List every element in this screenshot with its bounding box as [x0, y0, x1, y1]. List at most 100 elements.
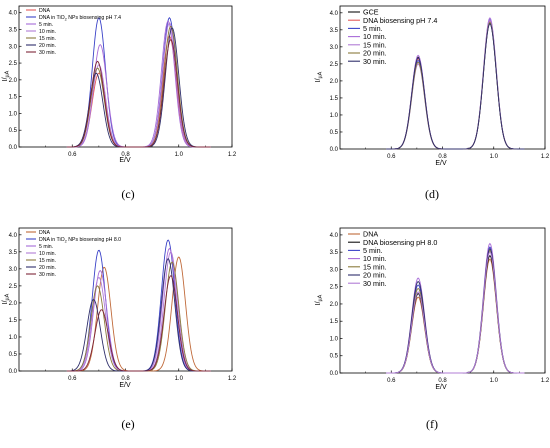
x-tick-label: 1.0	[175, 376, 184, 382]
y-tick-label: 2.0	[330, 79, 339, 85]
legend-label: 5 min.	[363, 246, 383, 255]
legend-label: 15 min.	[39, 36, 56, 42]
y-tick-label: 3.0	[9, 44, 18, 50]
legend-label: 30 min.	[39, 272, 56, 278]
legend-label: 15 min.	[363, 40, 387, 49]
y-tick-label: 1.0	[9, 335, 18, 341]
series-line	[66, 258, 211, 372]
series-line	[66, 39, 211, 148]
x-tick-label: 0.8	[438, 378, 447, 384]
x-tick-label: 1.2	[228, 376, 237, 382]
panel-label: (f)	[426, 417, 438, 431]
y-tick-label: 0.0	[9, 145, 18, 151]
y-tick-label: 1.0	[9, 111, 18, 117]
y-tick-label: 0.5	[330, 354, 339, 360]
y-tick-label: 3.0	[330, 45, 339, 51]
x-tick-label: 1.2	[541, 154, 550, 160]
chart-panel-e: 0.0 0.5 1.0 1.5 2.0 2.5 3.0 3.5 4.0 0.6 0.8 1.0 1.2 E…	[2, 227, 237, 431]
legend-label: 20 min.	[363, 271, 387, 280]
legend-label: DNA in TiO2 NPs biosensing pH 7.4	[39, 15, 121, 22]
legend-label: DNA biosensing pH 7.4	[363, 16, 437, 25]
chart-panel-c: 0.0 0.5 1.0 1.5 2.0 2.5 3.0 3.5 4.0 0.6 0.8 1.0 1.2 E…	[2, 5, 237, 201]
y-tick-label: 2.5	[9, 61, 18, 67]
y-tick-label: 2.5	[9, 284, 18, 290]
legend-label: 10 min.	[39, 251, 56, 257]
y-tick-label: 1.0	[330, 113, 339, 119]
y-axis-title: I/µA	[2, 70, 11, 81]
x-axis-title: E/V	[119, 157, 131, 164]
chart-panel-f: 0.0 0.5 1.0 1.5 2.0 2.5 3.0 3.5 4.0 0.6 0.8 1.0 1.2 E…	[315, 227, 550, 431]
legend-label: DNA biosensing pH 8.0	[363, 238, 437, 247]
legend-label: 5 min.	[363, 24, 383, 33]
series-line	[66, 25, 211, 148]
y-tick-label: 3.0	[9, 267, 18, 273]
x-tick-label: 0.8	[121, 376, 130, 382]
panel-label: (e)	[121, 417, 134, 431]
panel-label: (d)	[425, 187, 439, 201]
series-line	[66, 251, 211, 372]
legend-label: 10 min.	[363, 254, 387, 263]
x-tick-label: 1.0	[490, 378, 499, 384]
series-line	[66, 27, 211, 148]
legend-label: 10 min.	[363, 32, 387, 41]
x-tick-label: 0.6	[387, 154, 396, 160]
y-tick-label: 1.5	[9, 318, 18, 324]
y-tick-label: 0.0	[9, 369, 18, 375]
legend-label: DNA	[39, 230, 50, 236]
legend-label: DNA	[39, 8, 50, 14]
y-tick-label: 4.0	[330, 11, 339, 17]
y-tick-label: 0.0	[330, 371, 339, 377]
y-tick-label: 4.0	[330, 233, 339, 239]
y-axis-title: I/µA	[315, 71, 324, 82]
legend-label: 30 min.	[363, 279, 387, 288]
series-line	[66, 35, 211, 148]
y-tick-label: 3.0	[330, 267, 339, 273]
chart-panel-d: 0.0 0.5 1.0 1.5 2.0 2.5 3.0 3.5 4.0 0.6 0.8 1.0 1.2 E…	[315, 5, 550, 201]
legend-label: GCE	[363, 8, 379, 17]
legend-label: 5 min.	[39, 22, 53, 28]
x-tick-label: 0.6	[387, 378, 396, 384]
x-tick-label: 1.2	[228, 152, 237, 158]
y-axis-title: I/µA	[2, 293, 11, 304]
series-line	[66, 256, 211, 372]
series-line	[66, 22, 211, 148]
y-axis-title: I/µA	[315, 294, 324, 305]
y-tick-label: 2.0	[9, 301, 18, 307]
series-line	[66, 275, 211, 372]
x-axis-title: E/V	[119, 382, 131, 389]
legend-label: 20 min.	[39, 43, 56, 49]
y-tick-label: 2.0	[330, 302, 339, 308]
y-tick-label: 2.5	[330, 285, 339, 291]
legend-label: DNA	[363, 230, 378, 239]
x-tick-label: 1.0	[175, 152, 184, 158]
legend-label: 10 min.	[39, 29, 56, 35]
series-line	[66, 20, 211, 148]
y-tick-label: 0.5	[9, 128, 18, 134]
x-tick-label: 0.8	[121, 152, 130, 158]
series-line	[66, 247, 211, 372]
y-tick-label: 2.5	[330, 62, 339, 68]
legend-label: 20 min.	[39, 265, 56, 271]
y-tick-label: 3.5	[330, 250, 339, 256]
legend-label: 30 min.	[363, 57, 387, 66]
x-tick-label: 1.2	[541, 378, 550, 384]
y-tick-label: 0.0	[330, 147, 339, 153]
x-tick-label: 0.6	[68, 152, 77, 158]
y-tick-label: 1.0	[330, 336, 339, 342]
y-tick-label: 3.5	[9, 28, 18, 34]
y-tick-label: 3.5	[9, 250, 18, 256]
y-tick-label: 1.5	[330, 96, 339, 102]
x-tick-label: 0.8	[438, 154, 447, 160]
y-tick-label: 3.5	[330, 28, 339, 34]
legend-label: 5 min.	[39, 244, 53, 250]
legend-label: 15 min.	[39, 258, 56, 264]
x-tick-label: 0.6	[68, 376, 77, 382]
series-line	[386, 251, 525, 374]
y-tick-label: 1.5	[330, 319, 339, 325]
legend-label: 30 min.	[39, 50, 56, 56]
y-tick-label: 4.0	[9, 11, 18, 17]
y-tick-label: 1.5	[9, 95, 18, 101]
series-line	[386, 22, 525, 150]
legend-label: DNA in TiO2 NPs biosensing pH 8.0	[39, 237, 121, 244]
